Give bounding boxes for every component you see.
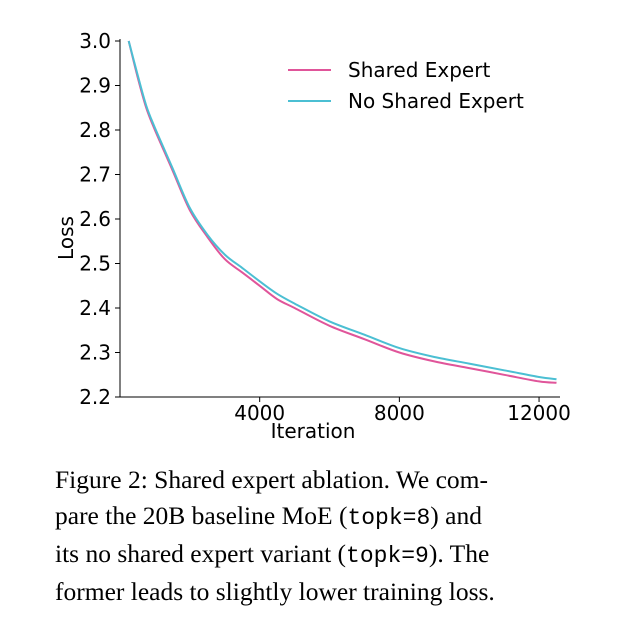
figure-caption: Figure 2: Shared expert ablation. We com…	[55, 462, 595, 610]
caption-text: former leads to slightly lower training …	[55, 577, 495, 606]
x-axis-ticks: 4000 8000 12000	[234, 397, 571, 425]
x-axis-label: Iteration	[271, 419, 356, 443]
caption-text: Figure 2: Shared expert ablation. We com…	[55, 465, 488, 494]
caption-code: topk=9	[346, 543, 429, 569]
caption-text: ) and	[430, 501, 482, 530]
y-axis-label: Loss	[54, 216, 78, 260]
caption-text: ). The	[428, 539, 490, 568]
x-tick-label: 8000	[374, 401, 425, 425]
caption-code: topk=8	[347, 505, 431, 531]
y-tick-label: 2.5	[79, 252, 111, 276]
y-tick-label: 2.8	[79, 118, 111, 142]
chart-axes	[119, 39, 560, 398]
series-line-2	[127, 40, 557, 381]
legend-label: No Shared Expert	[348, 89, 524, 113]
loss-chart: 2.2 2.3 2.4 2.5 2.6 2.7 2.8 2.9 3.0 4000 8000 1200…	[54, 29, 571, 443]
caption-line: its no shared expert variant (topk=9). T…	[55, 536, 595, 574]
y-tick-label: 2.9	[79, 74, 111, 98]
chart-series	[127, 40, 557, 384]
y-axis-ticks: 2.2 2.3 2.4 2.5 2.6 2.7 2.8 2.9 3.0	[79, 29, 120, 409]
legend-label: Shared Expert	[348, 58, 490, 82]
caption-line: Figure 2: Shared expert ablation. We com…	[55, 462, 595, 498]
y-tick-label: 2.7	[79, 163, 111, 187]
caption-text: pare the 20B baseline MoE (	[55, 501, 348, 530]
y-tick-label: 2.4	[79, 296, 111, 320]
y-tick-label: 2.3	[79, 341, 111, 365]
chart-legend: Shared Expert No Shared Expert	[288, 58, 524, 113]
y-tick-label: 3.0	[79, 29, 111, 53]
x-tick-label: 12000	[507, 401, 571, 425]
caption-line: pare the 20B baseline MoE (topk=8) and	[55, 498, 595, 536]
y-tick-label: 2.2	[79, 385, 111, 409]
caption-line: former leads to slightly lower training …	[55, 574, 595, 610]
y-tick-label: 2.6	[79, 207, 111, 231]
caption-text: its no shared expert variant (	[55, 539, 347, 568]
x-tick-label: 4000	[234, 401, 285, 425]
